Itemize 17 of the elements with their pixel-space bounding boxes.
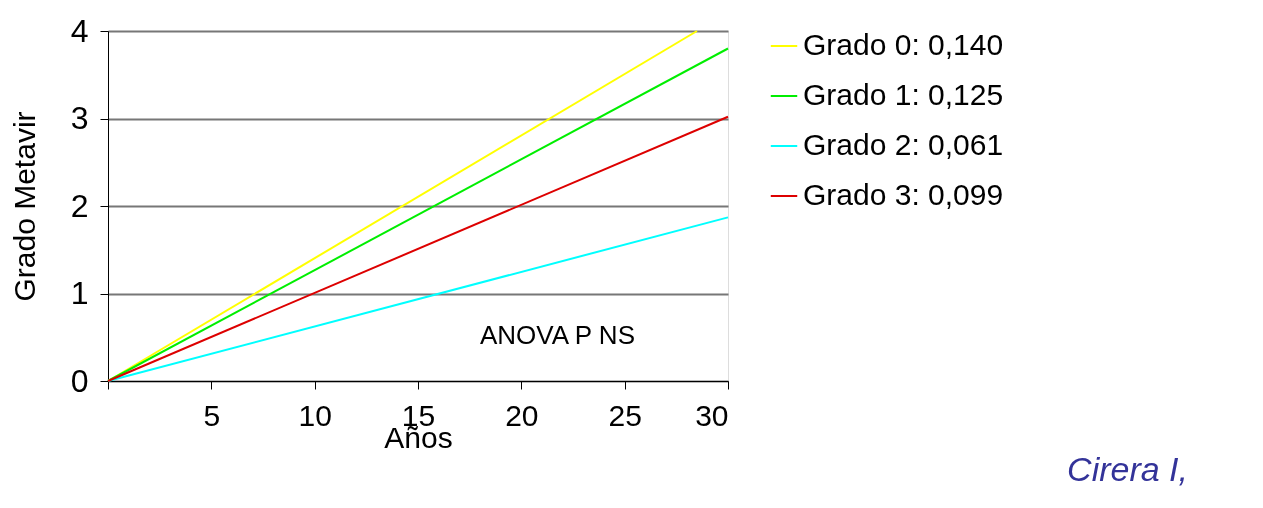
y-tick-label: 2 [70, 187, 89, 224]
x-tick-label: 5 [203, 398, 221, 432]
x-tick-label: 30 [695, 398, 729, 432]
y-axis-title: Grado Metavir [7, 111, 41, 302]
legend-label: Grado 1: 0,125 [803, 78, 1004, 111]
y-tick-label: 4 [70, 12, 89, 49]
text: Cirera I, [1067, 450, 1188, 488]
y-tick-label: 1 [70, 275, 89, 311]
y-tick-label: 0 [70, 362, 89, 399]
legend-label: Grado 2: 0,061 [803, 128, 1004, 161]
legend-label: Grado 0: 0,140 [803, 28, 1004, 61]
x-tick-label: 10 [298, 398, 332, 432]
x-tick-label: 25 [608, 398, 642, 432]
legend-label: Grado 3: 0,099 [803, 178, 1004, 211]
x-tick-label: 20 [505, 398, 539, 432]
annotation: ANOVA P NS [479, 319, 635, 350]
y-tick-label: 3 [70, 100, 89, 136]
